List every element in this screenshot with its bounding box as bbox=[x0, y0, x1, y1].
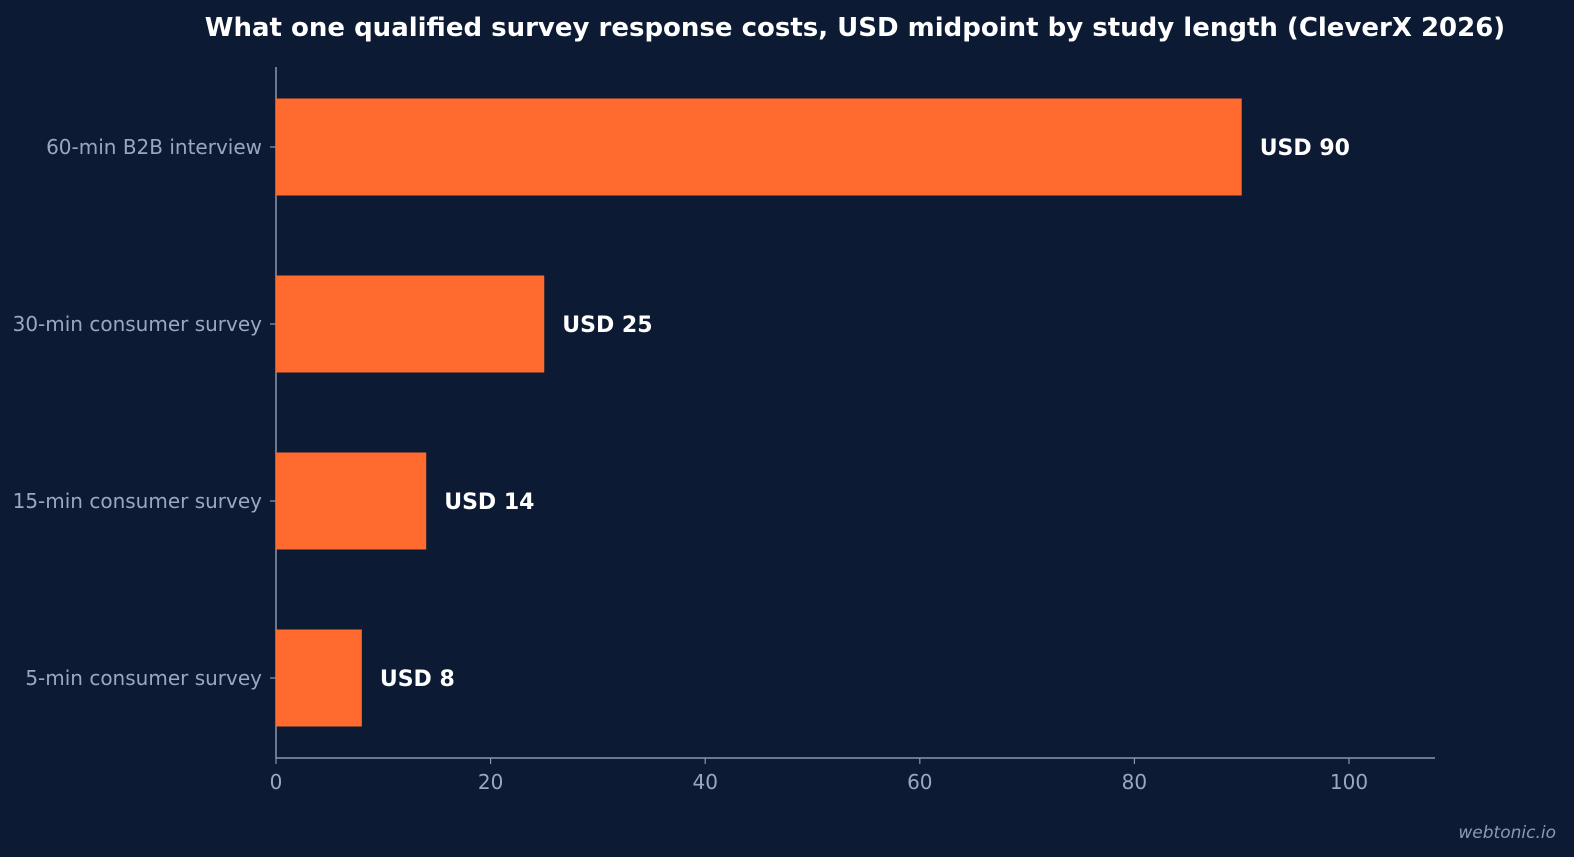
chart-title: What one qualified survey response costs… bbox=[205, 13, 1505, 43]
x-tick-label: 0 bbox=[270, 770, 283, 794]
x-tick-label: 60 bbox=[907, 770, 932, 794]
x-tick-label: 20 bbox=[478, 770, 503, 794]
bar bbox=[276, 275, 545, 373]
data-label: USD 14 bbox=[444, 490, 534, 515]
watermark: webtonic.io bbox=[1458, 823, 1556, 843]
x-tick-label: 40 bbox=[692, 770, 717, 794]
bar bbox=[276, 629, 362, 727]
data-label: USD 8 bbox=[380, 667, 455, 692]
plot-area: 0 20 40 60 80 100 60-min B2B interview USD 90 30… bbox=[13, 67, 1435, 794]
category-label: 30-min consumer survey bbox=[13, 312, 263, 336]
data-label: USD 90 bbox=[1260, 136, 1350, 161]
category-label: 15-min consumer survey bbox=[13, 489, 263, 513]
x-tick-label: 80 bbox=[1122, 770, 1147, 794]
category-label: 60-min B2B interview bbox=[46, 135, 262, 159]
category-label: 5-min consumer survey bbox=[25, 666, 262, 690]
bar bbox=[276, 452, 427, 550]
bar bbox=[276, 98, 1242, 196]
x-tick-label: 100 bbox=[1330, 770, 1368, 794]
data-label: USD 25 bbox=[562, 313, 652, 338]
